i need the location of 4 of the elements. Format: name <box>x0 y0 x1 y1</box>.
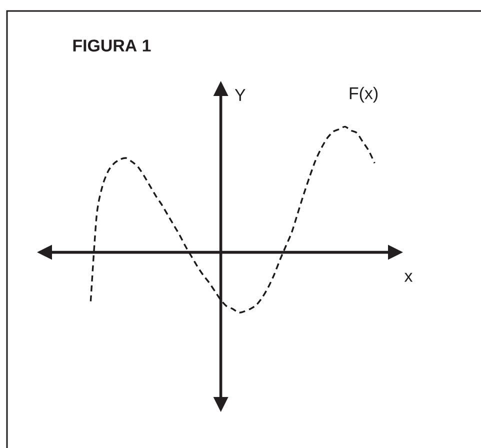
series-label: F(x) <box>350 86 378 103</box>
chart-title: FIGURA 1 <box>73 40 151 52</box>
y-axis-title: Y <box>234 89 246 101</box>
x-axis-title: x <box>404 272 413 282</box>
